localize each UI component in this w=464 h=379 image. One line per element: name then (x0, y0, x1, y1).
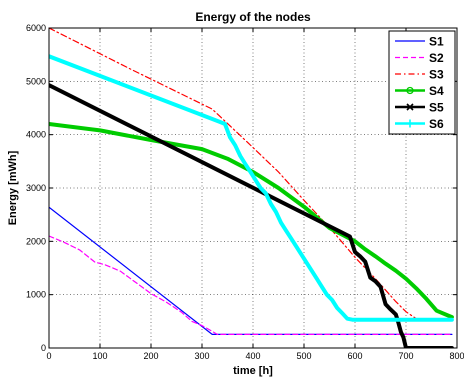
x-tick-label: 400 (245, 351, 260, 361)
x-tick-label: 200 (143, 351, 158, 361)
series-s5 (49, 83, 454, 348)
legend-label: S5 (429, 101, 444, 115)
legend-box (388, 30, 456, 135)
legend-entry-s2: S2 (395, 51, 444, 65)
legend-marker (406, 103, 414, 111)
x-tick-label: 800 (449, 351, 464, 361)
legend-marker (406, 86, 414, 95)
legend-entry-s5: S5 (395, 101, 444, 115)
x-tick-label: 600 (347, 351, 362, 361)
y-tick-label: 5000 (26, 76, 46, 86)
legend-entry-s3: S3 (395, 68, 444, 82)
x-tick-label: 300 (194, 351, 209, 361)
series-line-s1 (49, 206, 453, 335)
legend-entry-s6: S6 (395, 117, 444, 131)
series-s2 (49, 235, 453, 335)
y-tick-label: 3000 (26, 183, 46, 193)
legend-label: S3 (429, 68, 444, 82)
series-s4 (49, 122, 454, 320)
y-tick-label: 2000 (26, 236, 46, 246)
series-line-s4 (49, 122, 454, 320)
legend-label: S4 (429, 84, 444, 98)
y-tick-label: 4000 (26, 130, 46, 140)
y-tick-label: 1000 (26, 290, 46, 300)
series-line-s3 (49, 28, 453, 320)
ticks: 0 100 200 300 400 500 600 700 800 0 1000 2000 3000 40… (26, 23, 464, 361)
series-s1 (49, 206, 453, 335)
chart-title: Energy of the nodes (195, 10, 311, 24)
x-tick-label: 0 (46, 351, 51, 361)
series-line-s2 (49, 235, 453, 335)
legend-marker (406, 119, 414, 128)
y-tick-label: 6000 (26, 23, 46, 33)
legend-label: S6 (429, 117, 444, 131)
x-axis-title: time [h] (233, 365, 273, 377)
y-tick-label: 0 (41, 343, 46, 353)
x-tick-label: 700 (398, 351, 413, 361)
legend-entry-s1: S1 (395, 35, 444, 49)
series-s3 (49, 28, 453, 320)
legend: S1 S2 S3 S4 S5 S6 (388, 30, 456, 135)
series-line-s6 (49, 54, 454, 322)
legend-entry-s4: S4 (395, 84, 444, 98)
legend-label: S2 (429, 51, 444, 65)
legend-label: S1 (429, 35, 444, 49)
x-tick-label: 500 (296, 351, 311, 361)
y-axis-title: Energy [mWh] (7, 150, 19, 225)
x-tick-label: 100 (92, 351, 107, 361)
series-group (49, 28, 454, 348)
series-s6 (49, 54, 454, 322)
series-line-s5 (49, 83, 454, 348)
